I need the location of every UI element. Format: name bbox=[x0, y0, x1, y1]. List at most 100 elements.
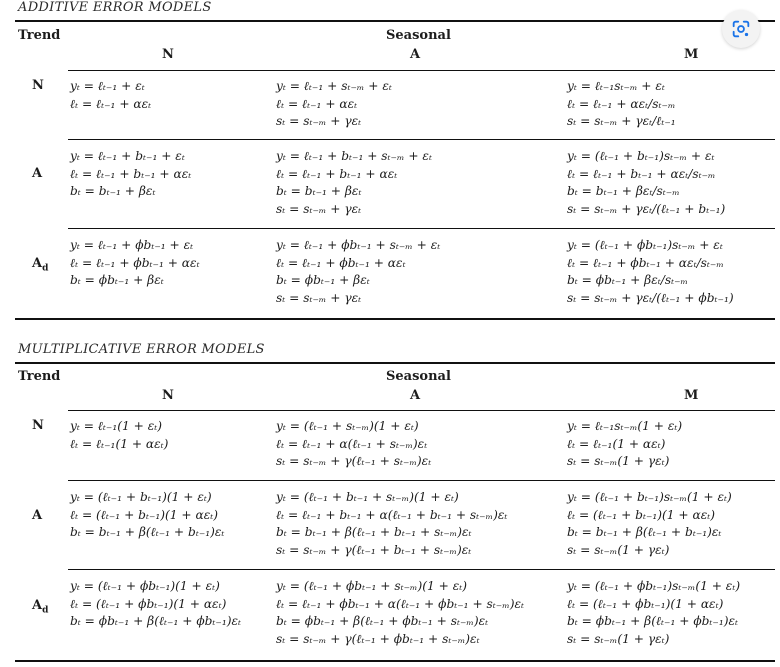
equation: ℓₜ = ℓₜ₋₁ + bₜ₋₁ + αεₜ/sₜ₋ₘ bbox=[567, 166, 716, 181]
equation: ℓₜ = ℓₜ₋₁(1 + αεₜ) bbox=[70, 436, 169, 451]
additive-row-label-ad: Ad bbox=[32, 256, 48, 274]
multiplicative-row-rule bbox=[68, 480, 775, 481]
multiplicative-cell-a-m: yₜ = (ℓₜ₋₁ + bₜ₋₁)sₜ₋ₘ(1 + εₜ) ℓₜ = (ℓₜ₋… bbox=[567, 489, 732, 559]
equation: yₜ = (ℓₜ₋₁ + ϕbₜ₋₁ + sₜ₋ₘ)(1 + εₜ) bbox=[276, 579, 468, 593]
additive-header-rule bbox=[68, 70, 775, 71]
equation: yₜ = ℓₜ₋₁ + εₜ bbox=[70, 79, 145, 93]
multiplicative-row-label-ad: Ad bbox=[32, 598, 48, 616]
equation: bₜ = bₜ₋₁ + β(ℓₜ₋₁ + bₜ₋₁ + sₜ₋ₘ)εₜ bbox=[276, 525, 472, 540]
multiplicative-cell-a-n: yₜ = (ℓₜ₋₁ + bₜ₋₁)(1 + εₜ) ℓₜ = (ℓₜ₋₁ + … bbox=[70, 489, 224, 542]
equation: yₜ = ℓₜ₋₁ + bₜ₋₁ + εₜ bbox=[70, 149, 185, 163]
additive-cell-n-n: yₜ = ℓₜ₋₁ + εₜ ℓₜ = ℓₜ₋₁ + αεₜ bbox=[70, 78, 151, 113]
equation: sₜ = sₜ₋ₘ(1 + γεₜ) bbox=[567, 542, 670, 557]
equation: ℓₜ = (ℓₜ₋₁ + ϕbₜ₋₁)(1 + αεₜ) bbox=[70, 596, 227, 611]
damped-subscript: d bbox=[42, 605, 49, 616]
additive-cell-n-a: yₜ = ℓₜ₋₁ + sₜ₋ₘ + εₜ ℓₜ = ℓₜ₋₁ + αεₜ sₜ… bbox=[276, 78, 392, 131]
equation: bₜ = ϕbₜ₋₁ + β(ℓₜ₋₁ + ϕbₜ₋₁)εₜ bbox=[70, 614, 242, 629]
multiplicative-row-label-n: N bbox=[32, 418, 44, 433]
equation: yₜ = (ℓₜ₋₁ + ϕbₜ₋₁)sₜ₋ₘ + εₜ bbox=[567, 238, 723, 252]
equation: ℓₜ = ℓₜ₋₁(1 + αεₜ) bbox=[567, 436, 666, 451]
multiplicative-cell-ad-a: yₜ = (ℓₜ₋₁ + ϕbₜ₋₁ + sₜ₋ₘ)(1 + εₜ) ℓₜ = … bbox=[276, 578, 524, 648]
multiplicative-col-header-a: A bbox=[410, 388, 421, 403]
equation: yₜ = (ℓₜ₋₁ + bₜ₋₁)(1 + εₜ) bbox=[70, 490, 212, 504]
lens-search-icon bbox=[732, 20, 750, 38]
equation: sₜ = sₜ₋ₘ + γ(ℓₜ₋₁ + sₜ₋ₘ)εₜ bbox=[276, 454, 432, 469]
additive-cell-a-a: yₜ = ℓₜ₋₁ + bₜ₋₁ + sₜ₋ₘ + εₜ ℓₜ = ℓₜ₋₁ +… bbox=[276, 148, 432, 218]
equation: ℓₜ = ℓₜ₋₁ + αεₜ bbox=[276, 96, 358, 111]
additive-col-header-n: N bbox=[162, 47, 174, 62]
equation: yₜ = ℓₜ₋₁(1 + εₜ) bbox=[70, 419, 163, 433]
multiplicative-section-title: MULTIPLICATIVE ERROR MODELS bbox=[18, 342, 265, 357]
additive-trend-header: Trend bbox=[18, 28, 61, 43]
equation: ℓₜ = ℓₜ₋₁ + αεₜ bbox=[70, 96, 152, 111]
equation: sₜ = sₜ₋ₘ + γ(ℓₜ₋₁ + bₜ₋₁ + sₜ₋ₘ)εₜ bbox=[276, 542, 472, 557]
multiplicative-cell-ad-n: yₜ = (ℓₜ₋₁ + ϕbₜ₋₁)(1 + εₜ) ℓₜ = (ℓₜ₋₁ +… bbox=[70, 578, 241, 631]
equation: bₜ = ϕbₜ₋₁ + βεₜ/sₜ₋ₘ bbox=[567, 273, 689, 288]
equation: ℓₜ = (ℓₜ₋₁ + ϕbₜ₋₁)(1 + αεₜ) bbox=[567, 596, 724, 611]
equation: ℓₜ = ℓₜ₋₁ + ϕbₜ₋₁ + α(ℓₜ₋₁ + ϕbₜ₋₁ + sₜ₋… bbox=[276, 596, 524, 611]
damped-subscript: d bbox=[42, 263, 49, 274]
equation: yₜ = (ℓₜ₋₁ + ϕbₜ₋₁)(1 + εₜ) bbox=[70, 579, 220, 593]
equation: sₜ = sₜ₋ₘ(1 + γεₜ) bbox=[567, 631, 670, 646]
equation: yₜ = (ℓₜ₋₁ + bₜ₋₁)sₜ₋ₘ(1 + εₜ) bbox=[567, 490, 732, 504]
trend-label-text: A bbox=[32, 256, 43, 271]
additive-seasonal-header: Seasonal bbox=[386, 28, 451, 43]
additive-cell-a-m: yₜ = (ℓₜ₋₁ + bₜ₋₁)sₜ₋ₘ + εₜ ℓₜ = ℓₜ₋₁ + … bbox=[567, 148, 725, 218]
additive-section-title: ADDITIVE ERROR MODELS bbox=[18, 0, 212, 15]
additive-row-rule bbox=[68, 228, 775, 229]
multiplicative-cell-a-a: yₜ = (ℓₜ₋₁ + bₜ₋₁ + sₜ₋ₘ)(1 + εₜ) ℓₜ = ℓ… bbox=[276, 489, 507, 559]
multiplicative-header-rule bbox=[68, 410, 775, 411]
equation: yₜ = (ℓₜ₋₁ + sₜ₋ₘ)(1 + εₜ) bbox=[276, 419, 419, 433]
multiplicative-cell-n-a: yₜ = (ℓₜ₋₁ + sₜ₋ₘ)(1 + εₜ) ℓₜ = ℓₜ₋₁ + α… bbox=[276, 418, 431, 471]
additive-cell-ad-a: yₜ = ℓₜ₋₁ + ϕbₜ₋₁ + sₜ₋ₘ + εₜ ℓₜ = ℓₜ₋₁ … bbox=[276, 237, 440, 307]
equation: yₜ = (ℓₜ₋₁ + bₜ₋₁ + sₜ₋ₘ)(1 + εₜ) bbox=[276, 490, 459, 504]
equation: sₜ = sₜ₋ₘ + γεₜ/(ℓₜ₋₁ + ϕbₜ₋₁) bbox=[567, 290, 734, 305]
equation: yₜ = ℓₜ₋₁ + sₜ₋ₘ + εₜ bbox=[276, 79, 392, 93]
equation: sₜ = sₜ₋ₘ(1 + γεₜ) bbox=[567, 454, 670, 469]
multiplicative-seasonal-header: Seasonal bbox=[386, 369, 451, 384]
multiplicative-row-rule bbox=[68, 569, 775, 570]
equation: ℓₜ = ℓₜ₋₁ + ϕbₜ₋₁ + αεₜ bbox=[276, 255, 406, 270]
equation: ℓₜ = ℓₜ₋₁ + bₜ₋₁ + αεₜ bbox=[70, 166, 192, 181]
equation: yₜ = ℓₜ₋₁ + ϕbₜ₋₁ + sₜ₋ₘ + εₜ bbox=[276, 238, 441, 252]
multiplicative-cell-n-n: yₜ = ℓₜ₋₁(1 + εₜ) ℓₜ = ℓₜ₋₁(1 + αεₜ) bbox=[70, 418, 168, 453]
multiplicative-bottom-rule bbox=[15, 660, 775, 662]
equation: sₜ = sₜ₋ₘ + γ(ℓₜ₋₁ + ϕbₜ₋₁ + sₜ₋ₘ)εₜ bbox=[276, 631, 480, 646]
equation: bₜ = bₜ₋₁ + β(ℓₜ₋₁ + bₜ₋₁)εₜ bbox=[567, 525, 722, 540]
equation: bₜ = ϕbₜ₋₁ + βεₜ bbox=[276, 273, 370, 288]
lens-search-button[interactable] bbox=[722, 10, 760, 48]
multiplicative-top-rule bbox=[15, 362, 775, 364]
additive-col-header-a: A bbox=[410, 47, 421, 62]
equation: yₜ = ℓₜ₋₁sₜ₋ₘ + εₜ bbox=[567, 79, 665, 93]
multiplicative-trend-header: Trend bbox=[18, 369, 61, 384]
equation: ℓₜ = ℓₜ₋₁ + αεₜ/sₜ₋ₘ bbox=[567, 96, 676, 111]
trend-label-text: A bbox=[32, 598, 43, 613]
equation: ℓₜ = ℓₜ₋₁ + ϕbₜ₋₁ + αεₜ bbox=[70, 255, 200, 270]
equation: bₜ = bₜ₋₁ + β(ℓₜ₋₁ + bₜ₋₁)εₜ bbox=[70, 525, 225, 540]
multiplicative-cell-n-m: yₜ = ℓₜ₋₁sₜ₋ₘ(1 + εₜ) ℓₜ = ℓₜ₋₁(1 + αεₜ)… bbox=[567, 418, 682, 471]
equation: sₜ = sₜ₋ₘ + γεₜ bbox=[276, 114, 362, 129]
additive-cell-ad-m: yₜ = (ℓₜ₋₁ + ϕbₜ₋₁)sₜ₋ₘ + εₜ ℓₜ = ℓₜ₋₁ +… bbox=[567, 237, 734, 307]
additive-row-rule bbox=[68, 139, 775, 140]
additive-col-header-m: M bbox=[684, 47, 699, 62]
equation: ℓₜ = ℓₜ₋₁ + bₜ₋₁ + αεₜ bbox=[276, 166, 398, 181]
equation: sₜ = sₜ₋ₘ + γεₜ bbox=[276, 201, 362, 216]
additive-cell-n-m: yₜ = ℓₜ₋₁sₜ₋ₘ + εₜ ℓₜ = ℓₜ₋₁ + αεₜ/sₜ₋ₘ … bbox=[567, 78, 676, 131]
additive-cell-ad-n: yₜ = ℓₜ₋₁ + ϕbₜ₋₁ + εₜ ℓₜ = ℓₜ₋₁ + ϕbₜ₋₁… bbox=[70, 237, 200, 290]
equation: bₜ = ϕbₜ₋₁ + β(ℓₜ₋₁ + ϕbₜ₋₁)εₜ bbox=[567, 614, 739, 629]
equation: sₜ = sₜ₋ₘ + γεₜ/(ℓₜ₋₁ + bₜ₋₁) bbox=[567, 201, 726, 216]
additive-row-label-n: N bbox=[32, 78, 44, 93]
equation: ℓₜ = ℓₜ₋₁ + α(ℓₜ₋₁ + sₜ₋ₘ)εₜ bbox=[276, 436, 428, 451]
equation: yₜ = ℓₜ₋₁ + ϕbₜ₋₁ + εₜ bbox=[70, 238, 194, 252]
equation: bₜ = ϕbₜ₋₁ + β(ℓₜ₋₁ + ϕbₜ₋₁ + sₜ₋ₘ)εₜ bbox=[276, 614, 489, 629]
equation: bₜ = ϕbₜ₋₁ + βεₜ bbox=[70, 273, 164, 288]
additive-cell-a-n: yₜ = ℓₜ₋₁ + bₜ₋₁ + εₜ ℓₜ = ℓₜ₋₁ + bₜ₋₁ +… bbox=[70, 148, 191, 201]
equation: bₜ = bₜ₋₁ + βεₜ/sₜ₋ₘ bbox=[567, 184, 680, 199]
equation: ℓₜ = (ℓₜ₋₁ + bₜ₋₁)(1 + αεₜ) bbox=[70, 507, 219, 522]
equation: yₜ = (ℓₜ₋₁ + bₜ₋₁)sₜ₋ₘ + εₜ bbox=[567, 149, 715, 163]
equation: sₜ = sₜ₋ₘ + γεₜ bbox=[276, 290, 362, 305]
equation: yₜ = ℓₜ₋₁sₜ₋ₘ(1 + εₜ) bbox=[567, 419, 683, 433]
equation: ℓₜ = (ℓₜ₋₁ + bₜ₋₁)(1 + αεₜ) bbox=[567, 507, 716, 522]
equation: sₜ = sₜ₋ₘ + γεₜ/ℓₜ₋₁ bbox=[567, 114, 676, 129]
